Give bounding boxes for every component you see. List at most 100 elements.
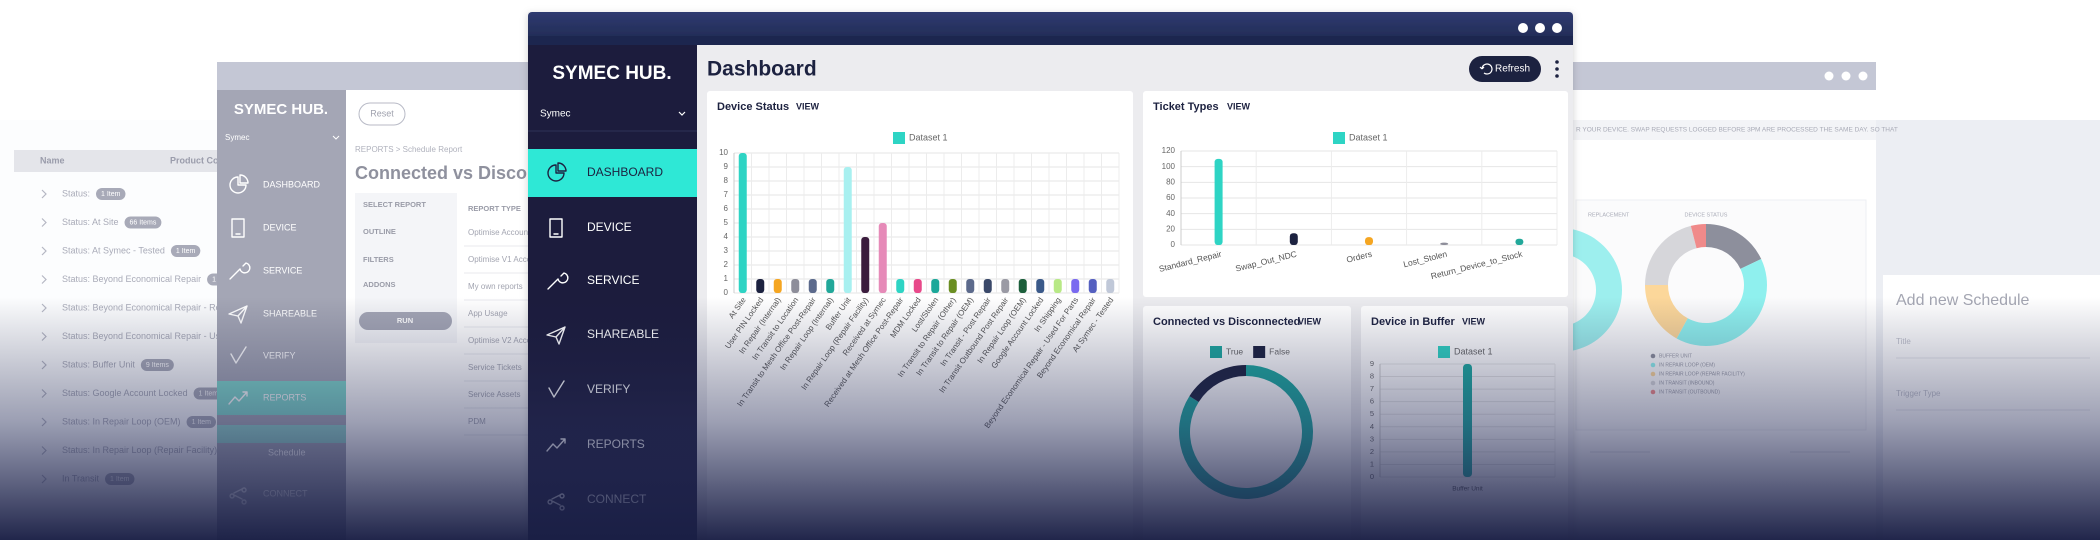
- view-button: VIEW: [1462, 316, 1486, 326]
- bar: [1001, 279, 1010, 293]
- menu-item: VERIFY: [587, 382, 630, 396]
- notice: R YOUR DEVICE. SWAP REQUESTS LOGGED BEFO…: [1576, 127, 1898, 134]
- row-label: Status: Google Account Locked: [62, 388, 188, 398]
- y-tick-label: 1: [1370, 459, 1374, 468]
- bar: [983, 279, 992, 293]
- y-tick-label: 0: [724, 288, 729, 297]
- brand: SYMEC HUB.: [552, 63, 671, 84]
- bar: [1289, 233, 1298, 245]
- bar: [738, 153, 747, 293]
- legend-swatch: [1333, 132, 1345, 144]
- window-dot: [1535, 23, 1545, 33]
- y-tick-label: 6: [1370, 397, 1374, 406]
- bar: [756, 279, 765, 293]
- legend-label: IN TRANSIT (OUTBOUND): [1659, 389, 1720, 395]
- panel-title: Add new Schedule: [1896, 292, 2030, 309]
- x-tick-label: Buffer Unit: [1452, 486, 1483, 493]
- view-button: VIEW: [796, 101, 820, 111]
- row-label: Status: Beyond Economical Repair: [62, 274, 201, 284]
- y-tick-label: 0: [1171, 240, 1176, 249]
- bar: [843, 167, 852, 293]
- title-bar-base: [528, 36, 1573, 45]
- window-dot: [1841, 71, 1851, 81]
- y-tick-label: 1: [724, 274, 729, 283]
- panel-title: Ticket Types: [1153, 101, 1219, 113]
- report-type: Optimise Account: [468, 228, 531, 237]
- legend-dot: [1650, 353, 1656, 359]
- bar: [878, 223, 887, 293]
- legend-label: True: [1226, 346, 1243, 356]
- report-type: App Usage: [468, 309, 508, 318]
- y-tick-label: 20: [1166, 224, 1175, 233]
- menu-item: DEVICE: [263, 222, 297, 232]
- bar: [1515, 238, 1524, 245]
- step-label: ADDONS: [363, 280, 396, 289]
- y-tick-label: 3: [724, 246, 729, 255]
- bar: [896, 279, 905, 293]
- y-tick-label: 9: [1370, 359, 1374, 368]
- row-badge-text: 1 Item: [101, 191, 121, 198]
- schedule-panel: Add new Schedule Title Trigger Type: [1883, 275, 2100, 540]
- window-dot: [1858, 71, 1868, 81]
- panel-title: Device in Buffer: [1371, 316, 1455, 328]
- y-tick-label: 40: [1166, 209, 1175, 218]
- row-badge-text: 9 Items: [146, 362, 169, 369]
- kebab-dot[interactable]: [1555, 67, 1559, 71]
- report-type: Service Tickets: [468, 363, 522, 372]
- column-header: Name: [40, 155, 65, 165]
- y-tick-label: 6: [724, 204, 729, 213]
- bar: [966, 279, 975, 293]
- bar: [1365, 237, 1373, 245]
- row-label: In Transit: [62, 473, 100, 483]
- brand: SYMEC HUB.: [234, 101, 328, 118]
- row-badge-text: 1 Item: [199, 390, 219, 397]
- y-tick-label: 10: [719, 148, 728, 157]
- menu-item: SERVICE: [263, 265, 302, 275]
- main-window: SYMEC HUB. Symec DASHBOARD DEVICE SERVICE SHA…: [528, 12, 1573, 540]
- y-tick-label: 100: [1162, 162, 1176, 171]
- y-tick-label: 2: [724, 260, 729, 269]
- kebab-dot[interactable]: [1555, 74, 1559, 78]
- row-label: Status: At Symec - Tested: [62, 245, 165, 255]
- legend-swatch: [1210, 346, 1222, 358]
- window-dot: [1518, 23, 1528, 33]
- legend-swatch: [1438, 346, 1450, 358]
- menu-item: Schedule: [268, 447, 306, 457]
- reset-label: Reset: [370, 108, 394, 118]
- bar: [1463, 364, 1472, 477]
- breadcrumb: REPORTS > Schedule Report: [355, 145, 463, 154]
- kebab-dot[interactable]: [1555, 60, 1559, 64]
- page-title: Dashboard: [707, 58, 817, 81]
- legend-label: Dataset 1: [1349, 132, 1388, 142]
- window-dot: [1552, 23, 1562, 33]
- menu-item: VERIFY: [263, 350, 296, 360]
- y-tick-label: 120: [1162, 146, 1176, 155]
- chart-label: DEVICE STATUS: [1685, 212, 1728, 218]
- menu-item: DASHBOARD: [587, 165, 663, 179]
- menu-item: REPORTS: [263, 392, 306, 402]
- legend-dot: [1650, 380, 1656, 386]
- row-badge-text: 1 Item: [192, 419, 212, 426]
- y-tick-label: 8: [1370, 372, 1374, 381]
- report-type-heading: REPORT TYPE: [468, 204, 521, 213]
- bar: [791, 279, 800, 293]
- menu-item: SHAREABLE: [263, 308, 317, 318]
- row-label: Status: Beyond Economical Repair - Used …: [62, 331, 239, 341]
- y-tick-label: 5: [1370, 409, 1374, 418]
- bar: [1214, 158, 1223, 245]
- row-badge-text: 1 Item: [176, 248, 196, 255]
- bar: [913, 279, 922, 293]
- menu-item: SHAREABLE: [587, 327, 659, 341]
- run-label: RUN: [397, 316, 413, 325]
- y-tick-label: 7: [1370, 384, 1374, 393]
- row-label: Status: At Site: [62, 217, 119, 227]
- bar: [948, 279, 957, 293]
- step-label: SELECT REPORT: [363, 200, 426, 209]
- step-label: FILTERS: [363, 255, 394, 264]
- bar: [1071, 279, 1080, 293]
- panel: [1143, 91, 1568, 297]
- view-button: VIEW: [1227, 101, 1251, 111]
- legend-label: IN TRANSIT (INBOUND): [1659, 380, 1715, 386]
- row-badge-text: 1 Item: [110, 476, 130, 483]
- legend-label: Dataset 1: [909, 132, 948, 142]
